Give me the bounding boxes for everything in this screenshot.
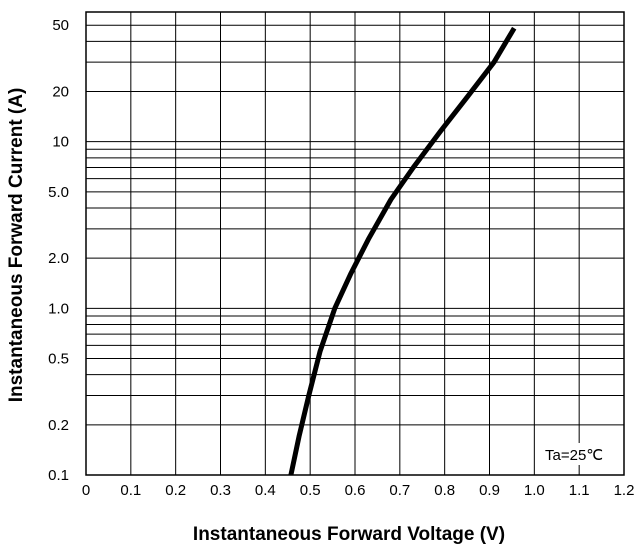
x-tick-label: 0.1 bbox=[120, 482, 141, 499]
plot-frame bbox=[85, 11, 625, 476]
forward-current-curve bbox=[288, 26, 517, 476]
y-tick-label: 0.5 bbox=[48, 351, 69, 368]
x-tick-label: 1.0 bbox=[524, 482, 545, 499]
y-tick-label: 0.2 bbox=[48, 417, 69, 434]
x-tick-label: 0.4 bbox=[255, 482, 276, 499]
x-tick-label: 0.6 bbox=[345, 482, 366, 499]
y-axis-label: Instantaneous Forward Current (A) bbox=[6, 88, 27, 403]
temperature-annotation: Ta=25℃ bbox=[545, 447, 603, 464]
x-tick-label: 0.5 bbox=[300, 482, 321, 499]
y-tick-label: 50 bbox=[52, 17, 69, 34]
y-tick-label: 0.1 bbox=[48, 467, 69, 484]
x-tick-label: 1.1 bbox=[569, 482, 590, 499]
x-tick-label: 0.3 bbox=[210, 482, 231, 499]
x-tick-label: 0.7 bbox=[389, 482, 410, 499]
x-tick-label: 0.9 bbox=[479, 482, 500, 499]
x-tick-label: 0 bbox=[82, 482, 90, 499]
grid bbox=[86, 12, 624, 475]
y-tick-label: 20 bbox=[52, 84, 69, 101]
x-tick-label: 1.2 bbox=[614, 482, 635, 499]
y-tick-label: 5.0 bbox=[48, 184, 69, 201]
series-layer bbox=[288, 26, 517, 476]
y-tick-label: 2.0 bbox=[48, 250, 69, 267]
y-tick-label: 10 bbox=[52, 134, 69, 151]
x-axis-label: Instantaneous Forward Voltage (V) bbox=[193, 524, 505, 545]
x-tick-label: 0.2 bbox=[165, 482, 186, 499]
x-tick-label: 0.8 bbox=[434, 482, 455, 499]
y-tick-label: 1.0 bbox=[48, 300, 69, 317]
annotation-bg bbox=[541, 443, 617, 465]
tick-labels: 0 0.1 0.2 0.3 0.4 0.5 0.6 0.7 0.8 0.9 1.0 1.1 1.2 0.1… bbox=[48, 17, 634, 499]
